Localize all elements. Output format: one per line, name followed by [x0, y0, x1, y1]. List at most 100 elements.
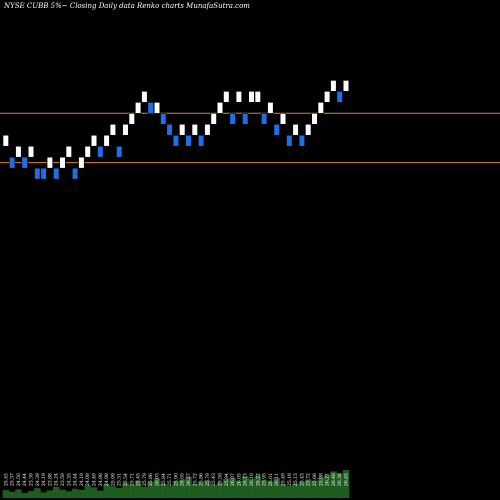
volume-bar-2 [8, 491, 16, 498]
down-brick-4 [21, 156, 28, 169]
x-tick-label-12: 24.44 [73, 473, 79, 486]
x-tick-label-17: 24.98 [104, 473, 110, 486]
volume-bar-44 [273, 478, 280, 498]
x-tick-label-55: 26.45 [344, 473, 350, 486]
x-tick-label-33: 25.79 [205, 473, 211, 486]
up-brick-33 [204, 123, 211, 136]
volume-bar-30 [185, 477, 192, 498]
down-brick-30 [185, 134, 192, 147]
down-brick-44 [273, 123, 280, 136]
down-brick-27 [166, 123, 173, 136]
up-brick-38 [235, 91, 243, 103]
x-tick-label-42: 25.95 [262, 473, 268, 486]
x-tick-label-25: 26.03 [155, 473, 161, 486]
volume-bar-19 [116, 487, 123, 498]
x-tick-label-16: 24.98 [98, 473, 104, 486]
up-brick-43 [267, 102, 274, 114]
x-tick-label-28: 25.90 [173, 473, 179, 486]
up-brick-13 [78, 156, 85, 169]
volume-bar-12 [71, 488, 79, 498]
down-brick-46 [286, 134, 293, 147]
up-brick-55 [342, 80, 350, 92]
x-tick-label-15: 24.49 [92, 473, 98, 486]
volume-bar-4 [21, 492, 28, 498]
x-tick-label-19: 25.31 [117, 473, 123, 486]
x-tick-label-36: 25.94 [224, 473, 230, 486]
x-tick-label-8: 23.88 [47, 473, 53, 486]
x-tick-label-1: 25.45 [3, 473, 9, 486]
volume-bar-54 [336, 473, 343, 498]
x-tick-label-21: 25.71 [129, 473, 135, 486]
volume-bar-41 [254, 475, 262, 498]
volume-bar-32 [197, 482, 205, 498]
x-tick-label-46: 25.19 [287, 473, 293, 486]
x-tick-label-4: 24.44 [22, 473, 28, 486]
x-tick-label-49: 25.72 [306, 473, 312, 486]
x-tick-label-43: 26.01 [268, 473, 274, 486]
volume-bar-39 [242, 476, 249, 498]
x-tick-label-54: 26.38 [337, 473, 343, 486]
up-brick-36 [223, 91, 230, 103]
up-brick-25 [153, 102, 161, 114]
x-tick-label-11: 24.35 [66, 473, 72, 486]
x-tick-label-23: 25.79 [142, 473, 148, 486]
down-brick-19 [116, 145, 123, 158]
x-tick-label-39: 26.13 [243, 473, 249, 486]
volume-bar-25 [153, 478, 161, 498]
x-tick-label-9: 24.24 [54, 473, 60, 486]
volume-bar-53 [330, 471, 337, 498]
volume-bar-13 [78, 489, 85, 498]
volume-bar-31 [191, 484, 199, 498]
volume-bar-33 [204, 480, 211, 498]
up-brick-51 [317, 102, 324, 114]
down-brick-2 [9, 156, 16, 169]
x-tick-label-44: 26.11 [274, 473, 280, 486]
up-brick-50 [311, 112, 318, 125]
up-brick-23 [141, 91, 148, 103]
x-tick-label-2: 25.37 [10, 473, 16, 486]
x-tick-label-50: 25.66 [312, 473, 318, 486]
x-tick-labels: 25.45 25.37 24.50 24.44 23.39 24.39 24.19 23.88… [3, 473, 349, 486]
down-brick-28 [172, 134, 180, 147]
down-brick-24 [147, 102, 154, 114]
volume-bar-55 [342, 470, 350, 498]
volume-bar-42 [260, 480, 268, 498]
x-tick-label-10: 23.59 [60, 473, 66, 486]
volume-bar-3 [15, 489, 22, 498]
x-tick-label-38: 26.05 [236, 473, 242, 486]
volume-bar-11 [65, 491, 73, 498]
volume-bar-1 [2, 490, 10, 498]
x-tick-label-26: 25.84 [161, 473, 167, 486]
volume-bar-37 [229, 477, 236, 498]
x-tick-label-53: 26.48 [331, 473, 337, 486]
up-brick-18 [109, 123, 116, 136]
volume-bar-47 [292, 483, 299, 498]
x-tick-label-41: 26.22 [255, 473, 261, 486]
volume-bar-17 [103, 484, 110, 498]
volume-bar-20 [122, 482, 129, 498]
up-brick-53 [330, 80, 337, 92]
down-brick-54 [336, 91, 343, 103]
x-tick-label-14: 24.09 [85, 473, 91, 486]
x-tick-label-29: 26.05 [180, 473, 186, 486]
up-brick-5 [27, 145, 35, 158]
x-tick-label-45: 25.49 [281, 473, 287, 486]
down-brick-26 [160, 112, 167, 125]
x-tick-label-31: 25.72 [192, 473, 198, 486]
renko-bricks [2, 80, 350, 180]
volume-bar-16 [97, 490, 104, 498]
up-brick-34 [210, 112, 217, 125]
up-brick-21 [128, 112, 135, 125]
up-brick-41 [254, 91, 261, 103]
down-brick-6 [34, 167, 41, 180]
up-brick-10 [59, 156, 66, 169]
volume-bar-50 [311, 480, 318, 498]
volume-bar-23 [141, 486, 148, 498]
up-brick-3 [15, 145, 22, 158]
volume-bar-46 [286, 485, 293, 498]
x-tick-label-47: 25.13 [293, 473, 299, 486]
up-brick-15 [90, 134, 98, 147]
